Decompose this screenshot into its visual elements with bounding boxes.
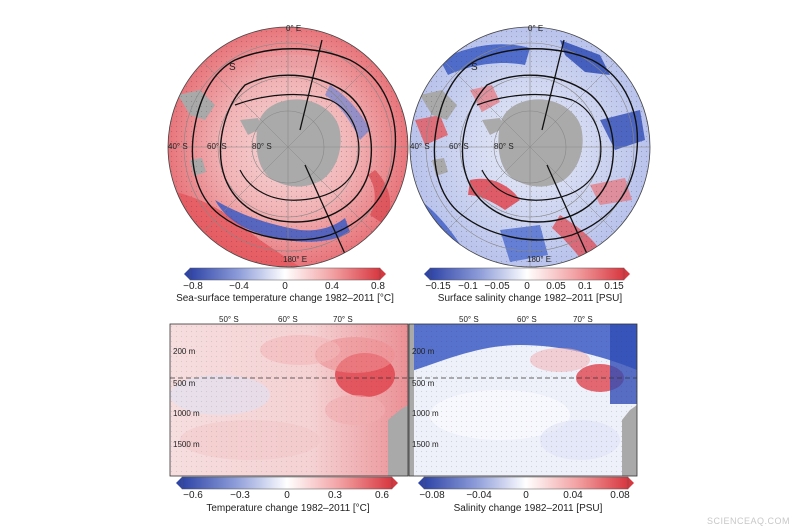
temp-tick-2: 0 [284,490,290,501]
sal-depth-1000: 1000 m [412,409,439,418]
temp-lat-label-70: 70° S [333,315,353,324]
sst-meridian-0-label: 0° E [286,24,302,33]
sss-lat-40-label: 40° S [410,142,430,151]
sal-depth-200: 200 m [412,347,435,356]
sss-meridian-0-label: 0° E [528,24,544,33]
temp-lat-label-50: 50° S [219,315,239,324]
temp-colorbar-caption: Temperature change 1982–2011 [°C] [206,503,370,514]
sss-tick-5: 0.1 [578,281,592,292]
watermark: SCIENCEAQ.COM [706,516,790,526]
temp-tick-1: −0.3 [230,490,250,501]
sss-tick-4: 0.05 [546,281,566,292]
sss-tick-3: 0 [524,281,530,292]
sal-depth-500: 500 m [412,379,435,388]
sss-polar-map [409,26,651,268]
sal-tick-3: 0.04 [563,490,583,501]
sal-lat-label-60: 60° S [517,315,537,324]
sss-tick-0: −0.15 [425,281,451,292]
sss-tick-6: 0.15 [604,281,624,292]
temp-tick-3: 0.3 [328,490,342,501]
temperature-section-panel [169,323,409,477]
sst-lat-40-label: 40° S [168,142,188,151]
sal-lat-label-70: 70° S [573,315,593,324]
temp-depth-1000: 1000 m [173,409,200,418]
sst-meridian-180-label: 180° E [283,255,308,264]
sss-lat-80-label: 80° S [494,142,514,151]
sal-depth-1500: 1500 m [412,440,439,449]
temp-lat-label-60: 60° S [278,315,298,324]
sst-polar-map [167,26,409,268]
sst-colorbar [184,267,386,281]
sss-meridian-180-label: 180° E [527,255,552,264]
sal-tick-4: 0.08 [610,490,630,501]
sst-tick-4: 0.8 [371,281,385,292]
sst-tick-0: −0.8 [183,281,203,292]
sss-colorbar-caption: Surface salinity change 1982–2011 [PSU] [437,293,623,304]
sss-tick-2: −0.05 [484,281,510,292]
sss-front-label: S [471,62,478,73]
temperature-colorbar [176,476,398,490]
sal-tick-0: −0.08 [419,490,445,501]
sss-lat-60-label: 60° S [449,142,469,151]
sss-tick-1: −0.1 [458,281,478,292]
temp-depth-500: 500 m [173,379,196,388]
sst-tick-2: 0 [282,281,288,292]
sal-tick-2: 0 [523,490,529,501]
sst-lat-80-label: 80° S [252,142,272,151]
salinity-section-panel [408,323,638,477]
temp-depth-1500: 1500 m [173,440,200,449]
sal-tick-1: −0.04 [466,490,492,501]
temp-depth-200: 200 m [173,347,196,356]
sst-front-label: S [229,62,236,73]
sst-tick-1: −0.4 [229,281,249,292]
sst-tick-3: 0.4 [325,281,339,292]
salinity-colorbar [418,476,634,490]
sss-colorbar [424,267,630,281]
sal-lat-label-50: 50° S [459,315,479,324]
sal-colorbar-caption: Salinity change 1982–2011 [PSU] [453,503,603,514]
sst-lat-60-label: 60° S [207,142,227,151]
temp-tick-4: 0.6 [375,490,389,501]
sst-colorbar-caption: Sea-surface temperature change 1982–2011… [176,293,394,304]
temp-tick-0: −0.6 [183,490,203,501]
